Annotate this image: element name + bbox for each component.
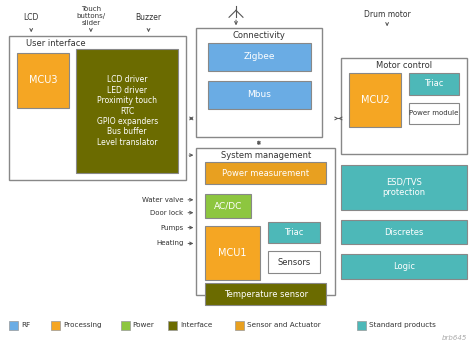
Bar [17, 53, 69, 107]
Text: Heating: Heating [156, 240, 183, 246]
Text: Door lock: Door lock [150, 210, 183, 216]
Bar [349, 73, 401, 127]
Text: AC/DC: AC/DC [214, 201, 242, 210]
Bar [9, 321, 18, 330]
Text: Power: Power [133, 322, 155, 328]
Text: Mbus: Mbus [247, 90, 271, 99]
Bar [205, 226, 260, 280]
Bar [341, 254, 466, 279]
Text: LCD driver
LED driver
Proximity touch
RTC
GPIO expanders
Bus buffer
Level transl: LCD driver LED driver Proximity touch RT… [97, 75, 158, 147]
Bar [341, 165, 466, 210]
Text: Power module: Power module [409, 111, 458, 117]
Text: Sensors: Sensors [277, 258, 310, 267]
Bar [341, 220, 466, 244]
Text: Logic: Logic [393, 262, 415, 271]
Text: Drum motor: Drum motor [364, 10, 410, 19]
Text: Motor control: Motor control [376, 61, 432, 70]
Bar [196, 28, 322, 137]
Bar [268, 222, 319, 244]
Text: ESD/TVS
protection: ESD/TVS protection [383, 178, 426, 197]
Text: MCU2: MCU2 [361, 95, 390, 105]
Bar [205, 194, 251, 218]
Text: MCU3: MCU3 [29, 75, 57, 85]
Bar [196, 148, 336, 295]
Text: User interface: User interface [26, 39, 86, 48]
Text: Interface: Interface [180, 322, 213, 328]
Text: Buzzer: Buzzer [136, 13, 162, 22]
Bar [121, 321, 129, 330]
Bar [205, 283, 327, 305]
Text: Water valve: Water valve [142, 197, 183, 203]
Bar [51, 321, 60, 330]
Text: Discretes: Discretes [384, 228, 424, 237]
Text: brb645: brb645 [441, 335, 466, 341]
Bar [208, 43, 310, 71]
Text: MCU1: MCU1 [218, 248, 247, 258]
Bar [268, 251, 319, 273]
Text: Triac: Triac [424, 79, 444, 88]
Text: Triac: Triac [284, 228, 303, 237]
Bar [409, 73, 459, 94]
Text: Processing: Processing [63, 322, 101, 328]
Text: Pumps: Pumps [160, 225, 183, 231]
Text: Temperature sensor: Temperature sensor [224, 289, 308, 299]
Bar [357, 321, 366, 330]
Bar [205, 162, 327, 184]
Text: Power measurement: Power measurement [222, 168, 310, 177]
Bar [235, 321, 244, 330]
Text: Sensor and Actuator: Sensor and Actuator [247, 322, 321, 328]
Bar [76, 49, 178, 173]
Bar [9, 36, 186, 180]
Bar [341, 58, 466, 154]
Bar [208, 81, 310, 108]
Text: Zigbee: Zigbee [244, 52, 275, 62]
Text: RF: RF [21, 322, 30, 328]
Text: Connectivity: Connectivity [232, 31, 285, 40]
Bar [409, 103, 459, 124]
Text: LCD: LCD [24, 13, 39, 22]
Text: System management: System management [221, 151, 311, 160]
Text: Standard products: Standard products [369, 322, 436, 328]
Bar [168, 321, 177, 330]
Text: Touch
buttons/
slider: Touch buttons/ slider [76, 6, 105, 26]
